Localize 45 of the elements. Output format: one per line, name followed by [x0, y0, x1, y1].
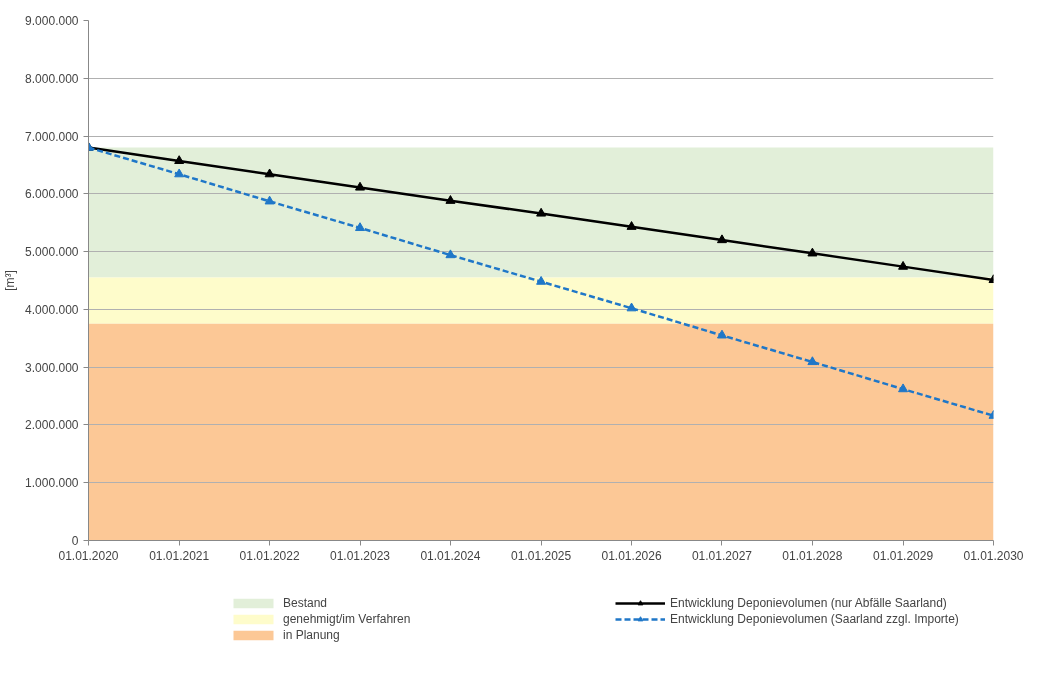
point — [536, 207, 547, 217]
y-tick-label: 1.000.000 — [25, 476, 79, 491]
x-tick-label: 01.01.2030 — [963, 548, 1024, 563]
legend-label: Entwicklung Deponievolumen (nur Abfälle Saarland) — [670, 596, 948, 610]
y-tick-label: 0 — [71, 534, 79, 548]
y-tick-label: 2.000.000 — [25, 418, 79, 433]
y-tick-label: 6.000.000 — [25, 187, 79, 202]
legend-label: in Planung — [283, 628, 341, 642]
y-tick-label: 3.000.000 — [25, 360, 79, 375]
x-tick-label: 01.01.2020 — [58, 548, 119, 563]
point — [355, 222, 366, 232]
point — [716, 234, 727, 244]
legend-label: Entwicklung Deponievolumen (Saarland zzgl. Importe) — [670, 612, 960, 626]
y-tick-label: 8.000.000 — [25, 71, 79, 86]
point — [716, 329, 727, 339]
legend-label: genehmigt/im Verfahren — [283, 612, 412, 626]
x-tick-label: 01.01.2024 — [420, 548, 481, 563]
point — [626, 302, 637, 312]
y-axis-title: [m³] — [3, 270, 18, 291]
x-tick-label: 01.01.2021 — [149, 548, 210, 563]
x-tick-label: 01.01.2022 — [239, 548, 300, 563]
x-tick-label: 01.01.2029 — [873, 548, 934, 563]
y-tick-label: 7.000.000 — [25, 129, 79, 144]
x-tick-label: 01.01.2026 — [601, 548, 662, 563]
point — [445, 195, 456, 204]
point — [898, 383, 909, 393]
point — [264, 195, 275, 205]
point — [807, 247, 818, 257]
y-tick-label: 9.000.000 — [25, 14, 79, 28]
point — [174, 155, 185, 164]
point — [355, 181, 366, 191]
x-tick-label: 01.01.2023 — [330, 548, 391, 563]
point — [264, 168, 275, 178]
x-tick-label: 01.01.2027 — [691, 548, 753, 563]
point — [174, 168, 185, 178]
y-tick-label: 4.000.000 — [25, 302, 79, 317]
x-tick-label: 01.01.2028 — [782, 548, 843, 563]
point — [898, 260, 909, 270]
point — [445, 249, 456, 259]
point — [626, 221, 637, 230]
x-tick-label: 01.01.2025 — [511, 548, 572, 563]
point — [536, 275, 547, 285]
y-tick-label: 5.000.000 — [25, 245, 79, 260]
legend-label: Bestand — [283, 596, 329, 610]
point — [807, 356, 818, 366]
